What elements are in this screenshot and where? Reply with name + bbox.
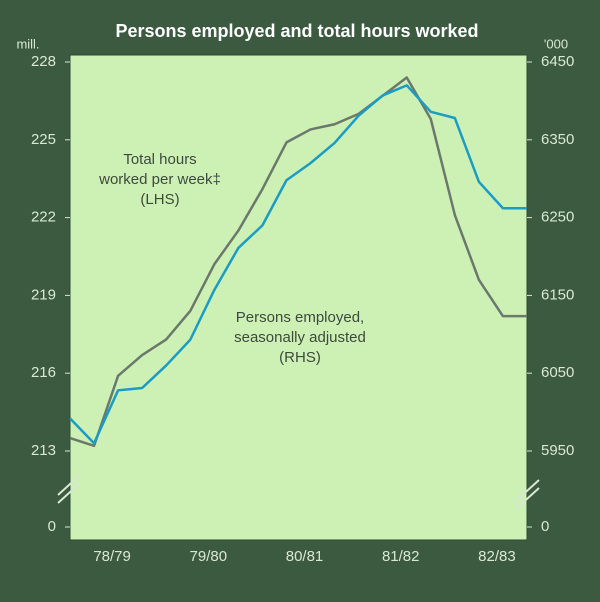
y2-tick-label: 6250 (541, 209, 574, 226)
series-line (69, 76, 527, 448)
y2-unit: '000 (544, 36, 568, 51)
y-unit: mill. (16, 36, 39, 51)
y-tick-label: 222 (31, 209, 56, 226)
y2-tick-label: 5950 (541, 442, 574, 459)
y-tick-label: 225 (31, 131, 56, 148)
y-tick-label: 0 (48, 518, 56, 535)
x-tick-label: 82/83 (478, 548, 516, 565)
annotation: worked per week‡ (98, 171, 221, 188)
annotation: (RHS) (279, 349, 321, 366)
y-tick-label: 216 (31, 364, 56, 381)
x-tick-label: 80/81 (286, 548, 324, 565)
annotation: (LHS) (140, 191, 179, 208)
x-tick-label: 81/82 (382, 548, 420, 565)
chart-title: Persons employed and total hours worked (115, 21, 478, 41)
annotation: Persons employed, (236, 309, 364, 326)
annotation: Total hours (123, 151, 196, 168)
break-mark (57, 482, 81, 504)
y2-tick-label: 6050 (541, 364, 574, 381)
break-mark (57, 474, 81, 496)
break-mark (516, 479, 540, 501)
series-line (69, 84, 527, 445)
y-tick-label: 228 (31, 53, 56, 70)
y-tick-label: 219 (31, 286, 56, 303)
y2-tick-label: 6350 (541, 131, 574, 148)
x-tick-label: 78/79 (93, 548, 131, 565)
y2-tick-label: 6150 (541, 286, 574, 303)
x-tick-label: 79/80 (190, 548, 228, 565)
break-mark (516, 487, 540, 509)
y2-tick-label: 0 (541, 518, 549, 535)
annotation: seasonally adjusted (234, 329, 366, 346)
axis-break (57, 474, 540, 509)
y2-tick-label: 6450 (541, 53, 574, 70)
y-tick-label: 213 (31, 442, 56, 459)
